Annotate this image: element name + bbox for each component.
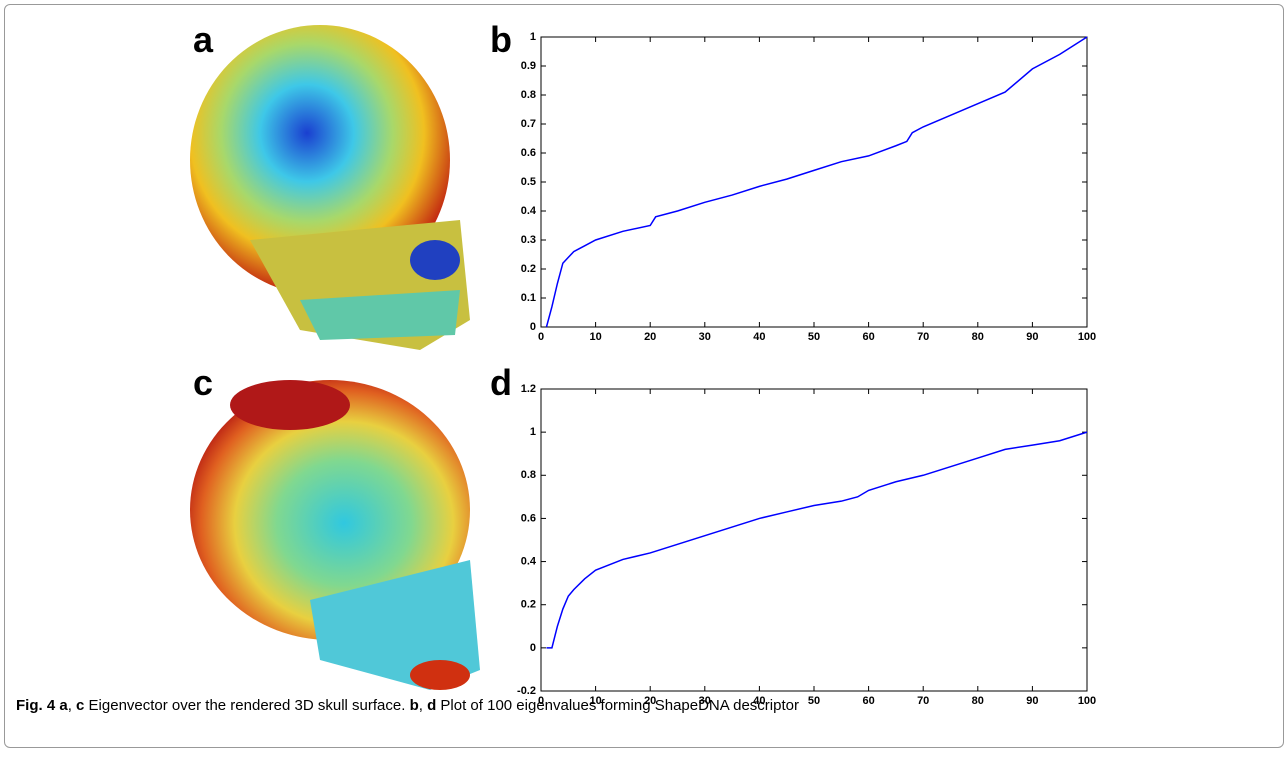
y-tick-label: 1 (530, 31, 536, 43)
y-tick-label: 0.9 (521, 60, 536, 72)
caption-text: , (67, 697, 72, 714)
caption-text: Eigenvector over the rendered 3D skull s… (88, 697, 406, 714)
x-tick-label: 80 (972, 695, 984, 707)
x-tick-label: 30 (699, 331, 711, 343)
y-tick-label: 0.6 (521, 147, 536, 159)
y-tick-label: 1 (530, 426, 536, 438)
skull-image-a (190, 25, 470, 350)
y-tick-label: 0 (530, 642, 536, 654)
x-tick-label: 30 (699, 695, 711, 707)
panel-label: a (193, 19, 214, 60)
plot-area (540, 36, 1088, 328)
y-tick-label: 0.6 (521, 512, 536, 524)
x-tick-label: 90 (1026, 695, 1038, 707)
caption-bold: d (427, 697, 437, 714)
caption-bold: b (409, 697, 419, 714)
y-tick-label: 0.2 (521, 263, 536, 275)
data-line (546, 431, 1088, 649)
x-tick-label: 20 (644, 331, 656, 343)
x-tick-label: 10 (589, 695, 601, 707)
y-tick-label: 0.7 (521, 118, 536, 130)
caption-bold: Fig. 4 (16, 697, 56, 714)
x-tick-label: 100 (1078, 695, 1096, 707)
panel-label: b (490, 19, 512, 60)
y-tick-label: -0.2 (517, 685, 536, 697)
panel-label: d (490, 362, 512, 403)
x-tick-label: 80 (972, 331, 984, 343)
y-tick-label: 0.8 (521, 89, 536, 101)
figure-frame (4, 4, 1284, 748)
x-tick-label: 40 (753, 331, 765, 343)
x-tick-label: 50 (808, 695, 820, 707)
y-tick-label: 0.8 (521, 469, 536, 481)
x-tick-label: 70 (917, 695, 929, 707)
y-tick-label: 0.1 (521, 292, 536, 304)
y-tick-label: 0.5 (521, 176, 536, 188)
x-tick-label: 70 (917, 331, 929, 343)
caption: Fig. 4 a, c Eigenvector over the rendere… (16, 697, 799, 714)
data-line (545, 36, 1088, 328)
x-tick-label: 50 (808, 331, 820, 343)
x-tick-label: 100 (1078, 331, 1096, 343)
x-tick-label: 0 (538, 331, 544, 343)
x-tick-label: 60 (862, 331, 874, 343)
y-tick-label: 0.2 (521, 599, 536, 611)
y-tick-label: 0.3 (521, 234, 536, 246)
x-tick-label: 60 (862, 695, 874, 707)
x-tick-label: 40 (753, 695, 765, 707)
caption-text: , (418, 697, 423, 714)
x-tick-label: 10 (589, 331, 601, 343)
skull-image-c (190, 380, 480, 690)
caption-bold: c (76, 697, 85, 714)
panel-label: c (193, 362, 213, 403)
plot-area (540, 388, 1088, 692)
caption-text: Plot of 100 eigenvalues forming ShapeDNA… (440, 697, 799, 714)
x-tick-label: 0 (538, 695, 544, 707)
x-tick-label: 90 (1026, 331, 1038, 343)
y-tick-label: 0.4 (521, 205, 537, 217)
x-tick-label: 20 (644, 695, 656, 707)
y-tick-label: 0.4 (521, 555, 537, 567)
y-tick-label: 1.2 (521, 383, 536, 395)
y-tick-label: 0 (530, 321, 536, 333)
caption-bold: a (59, 697, 68, 714)
